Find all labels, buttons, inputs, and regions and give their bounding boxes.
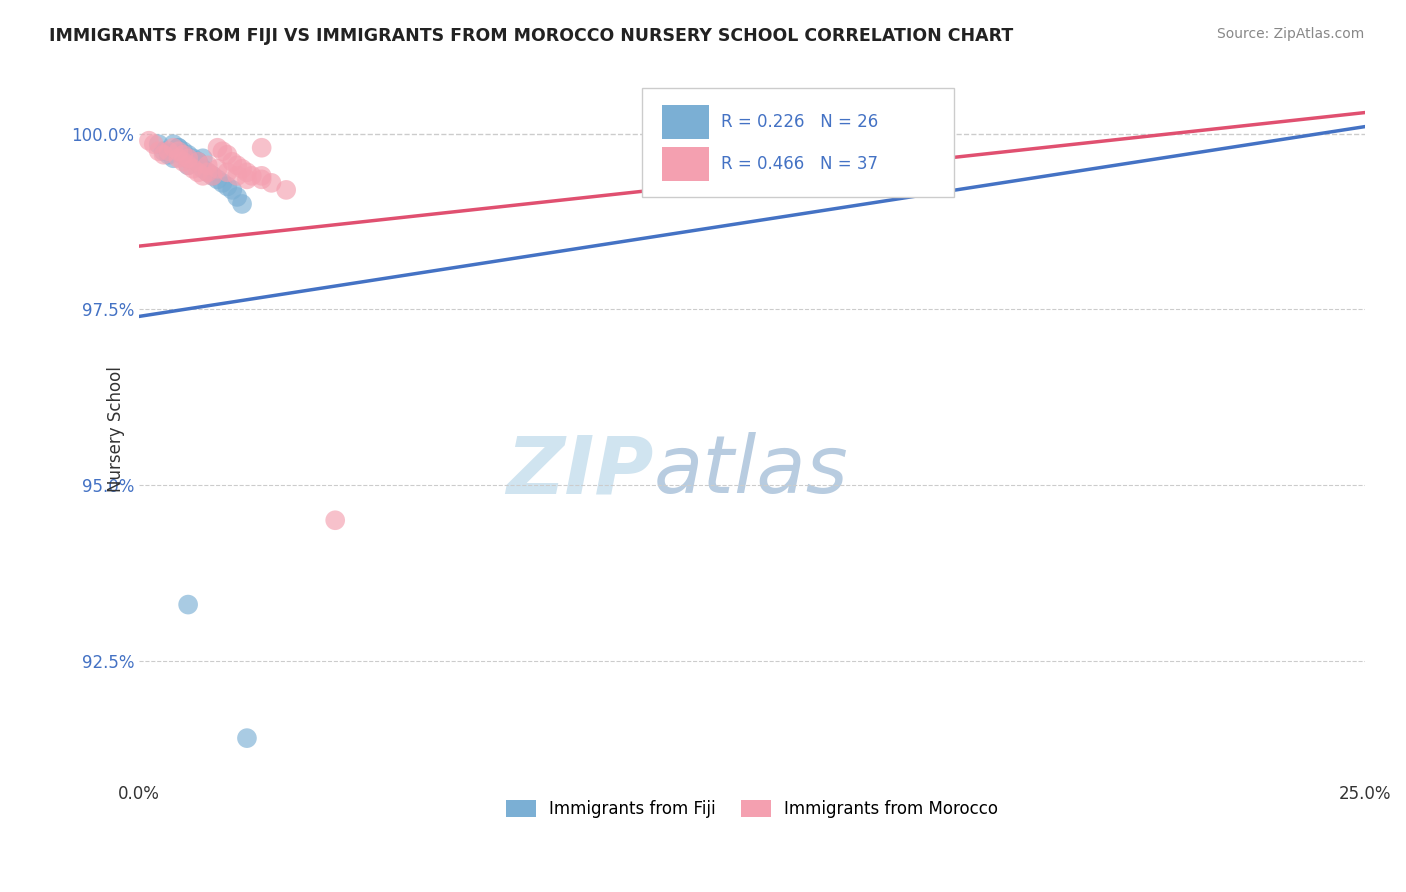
Point (172, 154, 194, 169)
Point (197, 165, 219, 179)
Point (250, 169, 273, 183)
Point (211, 145, 233, 159)
Bar (662, 105, 709, 138)
Bar (662, 147, 709, 181)
Point (226, 158, 249, 172)
FancyBboxPatch shape (641, 88, 955, 197)
Point (172, 145, 194, 159)
Text: atlas: atlas (654, 432, 849, 510)
Point (181, 161, 204, 176)
Point (172, 147, 194, 161)
Point (231, 161, 253, 176)
Point (142, 137, 165, 152)
Point (167, 145, 190, 159)
Point (191, 169, 214, 183)
Point (236, 172, 259, 186)
Point (236, 165, 259, 179)
Point (157, 145, 180, 159)
Point (217, 165, 239, 179)
Point (177, 151, 200, 165)
Point (217, 147, 239, 161)
Legend: Immigrants from Fiji, Immigrants from Morocco: Immigrants from Fiji, Immigrants from Mo… (499, 793, 1005, 825)
Point (152, 145, 174, 159)
Point (236, 731, 259, 745)
Text: ZIP: ZIP (506, 432, 654, 510)
Point (177, 598, 200, 612)
Point (177, 147, 200, 161)
Point (162, 137, 184, 152)
Point (207, 172, 229, 186)
Point (167, 151, 190, 165)
Text: R = 0.466   N = 37: R = 0.466 N = 37 (721, 155, 879, 173)
Point (217, 179, 239, 194)
Point (187, 154, 209, 169)
Point (191, 161, 214, 176)
Point (201, 169, 224, 183)
Text: IMMIGRANTS FROM FIJI VS IMMIGRANTS FROM MOROCCO NURSERY SCHOOL CORRELATION CHART: IMMIGRANTS FROM FIJI VS IMMIGRANTS FROM … (49, 27, 1014, 45)
Point (207, 161, 229, 176)
Y-axis label: Nursery School: Nursery School (107, 366, 125, 491)
Point (172, 147, 194, 161)
Point (191, 151, 214, 165)
Point (181, 151, 204, 165)
Point (187, 154, 209, 169)
Point (226, 169, 249, 183)
Point (207, 141, 229, 155)
Point (323, 513, 346, 527)
Text: Source: ZipAtlas.com: Source: ZipAtlas.com (1216, 27, 1364, 41)
Point (250, 141, 273, 155)
Point (231, 197, 253, 211)
Point (197, 158, 219, 172)
Point (226, 190, 249, 204)
Point (167, 141, 190, 155)
Point (162, 141, 184, 155)
Point (276, 183, 298, 197)
Point (162, 151, 184, 165)
Point (148, 137, 170, 152)
Point (240, 169, 263, 183)
Point (167, 141, 190, 155)
Text: R = 0.226   N = 26: R = 0.226 N = 26 (721, 112, 879, 131)
Point (187, 154, 209, 169)
Point (211, 176, 233, 190)
Point (250, 172, 273, 186)
Point (177, 158, 200, 172)
Point (148, 145, 170, 159)
Point (197, 165, 219, 179)
Point (260, 176, 283, 190)
Point (187, 165, 209, 179)
Point (221, 183, 243, 197)
Point (201, 169, 224, 183)
Point (177, 158, 200, 172)
Point (221, 154, 243, 169)
Point (157, 147, 180, 161)
Point (138, 134, 160, 148)
Point (152, 147, 174, 161)
